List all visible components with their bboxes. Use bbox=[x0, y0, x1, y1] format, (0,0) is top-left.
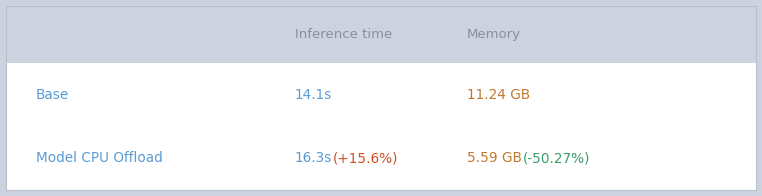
Text: 11.24 GB: 11.24 GB bbox=[467, 88, 530, 102]
Text: Inference time: Inference time bbox=[295, 28, 392, 41]
Text: Base: Base bbox=[36, 88, 69, 102]
Bar bbox=[6, 63, 756, 190]
Text: Memory: Memory bbox=[467, 28, 521, 41]
Text: (-50.27%): (-50.27%) bbox=[523, 151, 591, 165]
Bar bbox=[6, 6, 756, 63]
Text: 16.3s: 16.3s bbox=[295, 151, 332, 165]
Text: (+15.6%): (+15.6%) bbox=[333, 151, 399, 165]
Text: 5.59 GB: 5.59 GB bbox=[467, 151, 522, 165]
Text: Model CPU Offload: Model CPU Offload bbox=[36, 151, 163, 165]
Text: 14.1s: 14.1s bbox=[295, 88, 332, 102]
